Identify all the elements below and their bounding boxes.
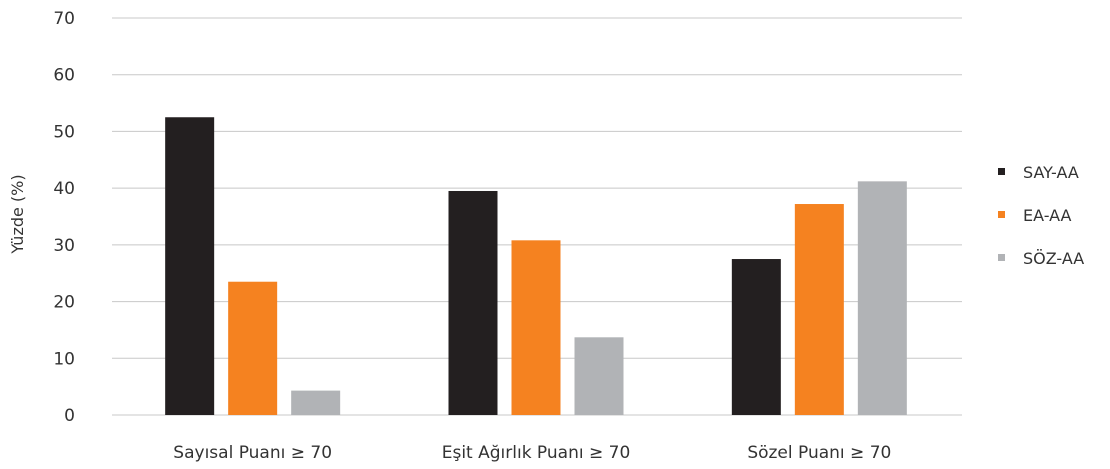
- bars: [165, 117, 907, 415]
- y-tick-label: 50: [53, 122, 75, 142]
- y-tick-label: 10: [53, 349, 75, 369]
- bar-söz-aa: [574, 337, 624, 415]
- bar-ea-aa: [511, 240, 561, 415]
- legend-label: SÖZ-AA: [1023, 249, 1084, 268]
- bar-say-aa: [448, 190, 498, 415]
- y-tick-label: 60: [53, 66, 75, 86]
- y-tick-label: 70: [53, 9, 75, 29]
- bar-say-aa: [165, 117, 215, 415]
- bar-say-aa: [731, 259, 781, 415]
- legend-label: SAY-AA: [1023, 163, 1079, 182]
- bar-ea-aa: [228, 281, 278, 415]
- y-axis-ticks: 0 10 20 30 40 50 60 70: [53, 9, 75, 426]
- legend-label: EA-AA: [1023, 206, 1072, 225]
- y-tick-label: 40: [53, 179, 75, 199]
- legend: SAY-AA EA-AA SÖZ-AA: [998, 163, 1084, 268]
- x-axis-categories: Sayısal Puanı ≥ 70 Eşit Ağırlık Puanı ≥ 7…: [173, 443, 891, 463]
- x-category-label: Sözel Puanı ≥ 70: [747, 443, 891, 463]
- y-axis-title: Yüzde (%): [8, 174, 27, 254]
- x-category-label: Sayısal Puanı ≥ 70: [173, 443, 332, 463]
- legend-swatch: [998, 211, 1005, 218]
- x-category-label: Eşit Ağırlık Puanı ≥ 70: [442, 443, 631, 463]
- legend-swatch: [998, 168, 1005, 175]
- y-tick-label: 20: [53, 293, 75, 313]
- legend-swatch: [998, 254, 1005, 261]
- y-tick-label: 30: [53, 236, 75, 256]
- bar-söz-aa: [857, 181, 907, 415]
- y-tick-label: 0: [64, 406, 75, 426]
- bar-söz-aa: [291, 390, 341, 415]
- bar-ea-aa: [794, 204, 844, 415]
